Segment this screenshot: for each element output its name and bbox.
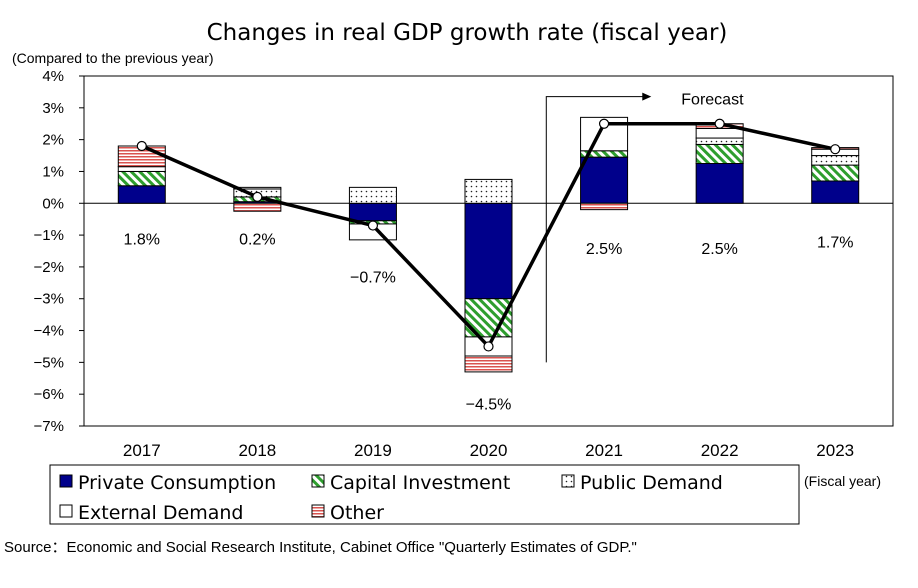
legend-capital-investment: Capital Investment bbox=[311, 472, 510, 494]
source-note: Source：Economic and Social Research Inst… bbox=[4, 539, 637, 556]
bar-segment-capital-investment-2017 bbox=[117, 170, 166, 187]
legend-label-private-consumption: Private Consumption bbox=[78, 472, 276, 494]
y-tick-label: 4% bbox=[42, 68, 64, 85]
bar-segment-public-demand-2020 bbox=[464, 178, 513, 204]
data-label-2019: −0.7% bbox=[350, 269, 396, 286]
data-label-2023: 1.7% bbox=[817, 234, 853, 251]
legend-public-demand: Public Demand bbox=[561, 472, 723, 494]
x-tick-label: 2017 bbox=[123, 441, 161, 460]
bar-segment-capital-investment-2022 bbox=[695, 143, 744, 164]
gdp-point-2022 bbox=[714, 118, 725, 129]
y-tick-label: −5% bbox=[34, 354, 64, 371]
bar-segment-other-2021 bbox=[580, 202, 629, 211]
bar-segment-public-demand-2019 bbox=[348, 186, 397, 204]
forecast-divider bbox=[545, 96, 644, 363]
y-tick-label: −6% bbox=[34, 386, 64, 403]
bar-segment-private-consumption-2021 bbox=[580, 156, 629, 204]
x-axis-label: (Fiscal year) bbox=[804, 473, 881, 489]
x-tick-label: 2020 bbox=[470, 441, 508, 460]
data-label-2017: 1.8% bbox=[124, 231, 160, 248]
gdp-growth-points bbox=[136, 118, 841, 352]
y-tick-label: 3% bbox=[42, 100, 64, 117]
legend-swatch-private-consumption bbox=[59, 474, 73, 488]
bar-segment-private-consumption-2019 bbox=[348, 202, 397, 222]
y-tick-label: 0% bbox=[42, 195, 64, 212]
bar-segment-public-demand-2023 bbox=[811, 155, 860, 166]
bar-segment-private-consumption-2022 bbox=[695, 163, 744, 204]
plot-area bbox=[83, 75, 894, 427]
y-axis: 4% 3% 2% 1% 0% −1% −2% −3% −4% −5% −6% −7% bbox=[34, 68, 84, 435]
bar-segment-other-2018 bbox=[233, 202, 282, 212]
legend-external-demand: External Demand bbox=[59, 502, 243, 524]
data-label-2020: −4.5% bbox=[466, 397, 512, 414]
bar-segment-external-demand-2017 bbox=[117, 166, 166, 172]
legend-label-capital-investment: Capital Investment bbox=[330, 472, 510, 494]
gdp-point-2018 bbox=[252, 191, 263, 203]
bar-segment-external-demand-2022 bbox=[695, 128, 744, 139]
bar-segment-private-consumption-2017 bbox=[117, 185, 166, 204]
x-tick-label: 2018 bbox=[238, 441, 276, 460]
gdp-point-2021 bbox=[598, 118, 610, 129]
legend-label-public-demand: Public Demand bbox=[580, 472, 723, 494]
x-axis: 2017 2018 2019 2020 2021 2022 2023 bbox=[123, 441, 854, 460]
bar-segment-capital-investment-2023 bbox=[811, 164, 860, 182]
legend-private-consumption: Private Consumption bbox=[59, 472, 276, 494]
data-label-2018: 0.2% bbox=[239, 231, 275, 248]
y-tick-label: −4% bbox=[34, 323, 64, 340]
x-tick-label: 2019 bbox=[354, 441, 392, 460]
y-axis-label: (Compared to the previous year) bbox=[12, 50, 214, 66]
gdp-point-2017 bbox=[136, 140, 147, 152]
legend-swatch-other bbox=[311, 504, 325, 518]
y-tick-label: 2% bbox=[42, 132, 64, 149]
chart-title: Changes in real GDP growth rate (fiscal … bbox=[207, 20, 728, 46]
legend-swatch-public-demand bbox=[561, 474, 575, 488]
y-tick-label: 1% bbox=[42, 163, 64, 180]
stacked-bars bbox=[117, 116, 860, 373]
y-tick-label: −7% bbox=[34, 418, 64, 435]
bar-segment-private-consumption-2020 bbox=[464, 202, 513, 300]
x-tick-label: 2021 bbox=[585, 441, 623, 460]
legend-label-other: Other bbox=[330, 502, 384, 524]
data-label-2022: 2.5% bbox=[701, 241, 737, 258]
y-tick-label: −3% bbox=[34, 291, 64, 308]
x-tick-label: 2023 bbox=[816, 441, 854, 460]
y-tick-label: −2% bbox=[34, 259, 64, 276]
bar-segment-public-demand-2022 bbox=[695, 137, 744, 145]
legend-box bbox=[49, 464, 800, 525]
bar-segment-private-consumption-2023 bbox=[811, 180, 860, 204]
data-labels: 1.8% 0.2% −0.7% −4.5% 2.5% 2.5% 1.7% bbox=[124, 231, 854, 413]
bar-segment-other-2020 bbox=[464, 355, 513, 373]
forecast-annotation: Forecast bbox=[681, 92, 744, 109]
gdp-point-2019 bbox=[367, 220, 379, 231]
legend-swatch-external-demand bbox=[59, 504, 73, 518]
y-tick-label: −1% bbox=[34, 227, 64, 244]
gdp-point-2023 bbox=[830, 144, 841, 155]
legend-swatch-capital-investment bbox=[311, 474, 325, 488]
legend-other: Other bbox=[311, 502, 384, 524]
legend-label-external-demand: External Demand bbox=[78, 502, 243, 524]
gdp-point-2020 bbox=[483, 341, 494, 352]
forecast-arrowhead bbox=[642, 92, 652, 101]
x-tick-label: 2022 bbox=[701, 441, 739, 460]
data-label-2021: 2.5% bbox=[586, 241, 622, 258]
